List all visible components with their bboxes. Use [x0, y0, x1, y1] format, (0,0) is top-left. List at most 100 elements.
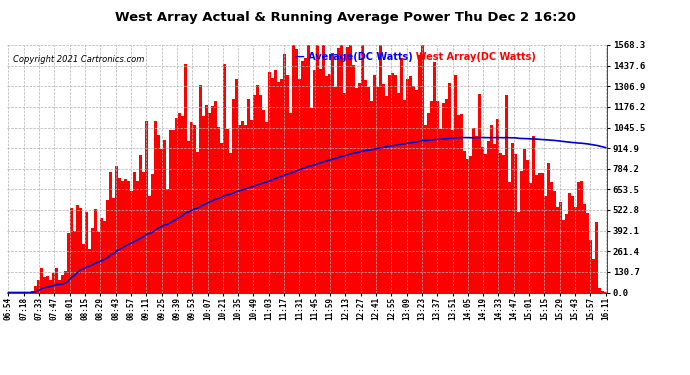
Bar: [361, 45, 364, 292]
Bar: [394, 75, 397, 292]
Bar: [544, 196, 547, 292]
Bar: [289, 113, 292, 292]
Bar: [340, 45, 343, 292]
Bar: [160, 149, 163, 292]
Bar: [151, 174, 154, 292]
Bar: [175, 117, 178, 292]
Bar: [391, 73, 394, 292]
Bar: [91, 228, 94, 292]
Bar: [49, 280, 52, 292]
Bar: [301, 61, 304, 292]
Bar: [466, 159, 469, 292]
Bar: [283, 54, 286, 292]
Bar: [55, 268, 58, 292]
Bar: [559, 202, 562, 292]
Bar: [256, 85, 259, 292]
Bar: [187, 141, 190, 292]
Bar: [247, 99, 250, 292]
Bar: [82, 244, 85, 292]
Bar: [232, 99, 235, 292]
Bar: [532, 136, 535, 292]
Bar: [76, 205, 79, 292]
Bar: [73, 231, 76, 292]
Bar: [307, 45, 310, 292]
Bar: [274, 70, 277, 292]
Bar: [481, 147, 484, 292]
Bar: [88, 249, 91, 292]
Bar: [292, 45, 295, 292]
Bar: [493, 144, 496, 292]
Bar: [262, 110, 265, 292]
Bar: [214, 101, 217, 292]
Bar: [578, 182, 580, 292]
Bar: [403, 100, 406, 292]
Bar: [112, 198, 115, 292]
Bar: [244, 126, 247, 292]
Bar: [433, 63, 436, 292]
Bar: [442, 103, 445, 292]
Bar: [133, 172, 136, 292]
Bar: [562, 220, 565, 292]
Bar: [388, 75, 391, 292]
Bar: [370, 102, 373, 292]
Bar: [472, 128, 475, 292]
Bar: [37, 280, 40, 292]
Bar: [463, 151, 466, 292]
Bar: [67, 233, 70, 292]
Bar: [346, 47, 349, 292]
Bar: [298, 79, 301, 292]
Bar: [484, 154, 487, 292]
Bar: [319, 69, 322, 292]
Bar: [103, 221, 106, 292]
Bar: [445, 99, 448, 292]
Bar: [148, 196, 151, 292]
Bar: [538, 173, 541, 292]
Bar: [424, 125, 427, 292]
Bar: [478, 94, 481, 292]
Bar: [535, 176, 538, 292]
Bar: [595, 222, 598, 292]
Bar: [508, 182, 511, 292]
Bar: [373, 75, 376, 292]
Bar: [163, 140, 166, 292]
Bar: [217, 126, 220, 292]
Bar: [115, 166, 118, 292]
Bar: [196, 152, 199, 292]
Bar: [328, 74, 331, 292]
Bar: [457, 115, 460, 292]
Bar: [190, 122, 193, 292]
Bar: [211, 106, 214, 292]
Bar: [547, 163, 550, 292]
Bar: [250, 120, 253, 292]
Bar: [385, 96, 388, 292]
Bar: [61, 274, 64, 292]
Bar: [571, 196, 574, 292]
Bar: [46, 276, 49, 292]
Bar: [460, 114, 463, 292]
Bar: [145, 121, 148, 292]
Bar: [280, 79, 283, 292]
Bar: [100, 217, 103, 292]
Bar: [304, 57, 307, 292]
Bar: [568, 193, 571, 292]
Bar: [427, 113, 430, 292]
Bar: [502, 155, 505, 292]
Text: West Array Actual & Running Average Power Thu Dec 2 16:20: West Array Actual & Running Average Powe…: [115, 11, 575, 24]
Bar: [166, 189, 169, 292]
Bar: [397, 93, 400, 292]
Bar: [277, 82, 280, 292]
Bar: [589, 240, 592, 292]
Bar: [586, 213, 589, 292]
Bar: [172, 130, 175, 292]
Bar: [268, 72, 271, 292]
Bar: [601, 291, 604, 292]
Bar: [550, 182, 553, 292]
Bar: [85, 212, 88, 292]
Bar: [355, 88, 358, 292]
Text: Copyright 2021 Cartronics.com: Copyright 2021 Cartronics.com: [13, 55, 144, 64]
Bar: [337, 48, 340, 292]
Bar: [580, 182, 583, 292]
Bar: [406, 79, 409, 292]
Bar: [475, 136, 478, 292]
Bar: [592, 260, 595, 292]
